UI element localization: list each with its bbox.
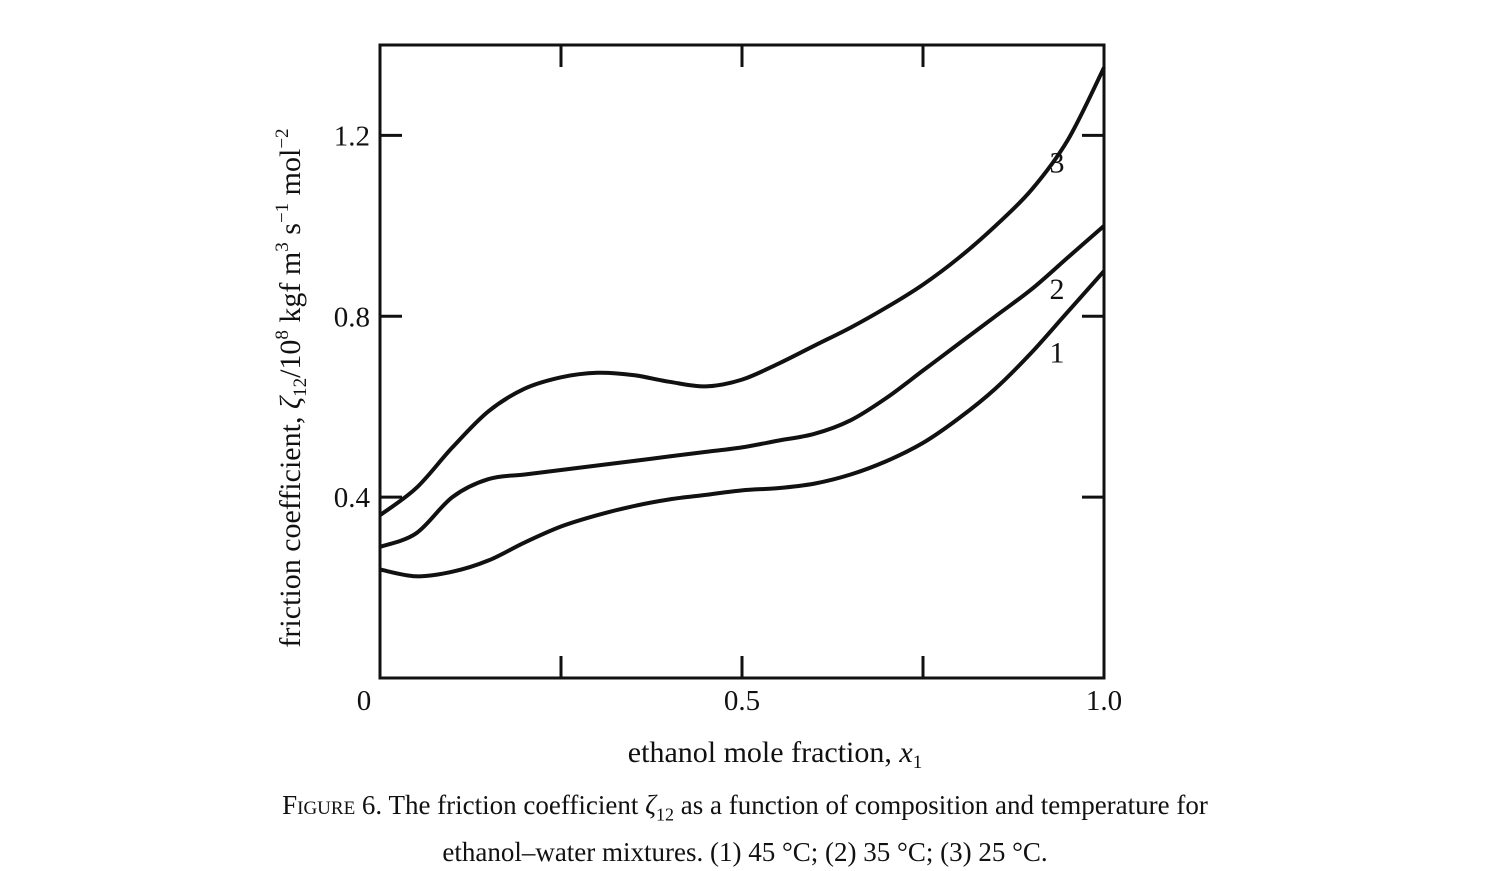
curves	[378, 66, 1106, 579]
tick-labels: 0.4 0.8 1.2 0 0.5 1.0	[334, 120, 1122, 717]
series-line-3	[378, 66, 1106, 517]
caption-text-after: as a function of composition and tempera…	[674, 790, 1208, 820]
figure-caption: Figure 6. The friction coefficient ζ12 a…	[60, 786, 1430, 871]
series-label-1: 1	[1049, 336, 1064, 369]
y-tick-label: 1.2	[334, 120, 370, 152]
caption-label: Figure 6.	[282, 790, 383, 820]
y-tick-label: 0.8	[334, 301, 370, 333]
x-tick-label: 0	[357, 685, 372, 717]
x-axis-label: ethanol mole fraction, x1	[628, 736, 922, 773]
caption-text-before: The friction coefficient	[382, 790, 646, 820]
plot-frame	[378, 43, 1106, 680]
axis-ticks	[380, 45, 1104, 678]
y-tick-label: 0.4	[334, 482, 371, 514]
series-label-2: 2	[1049, 273, 1064, 306]
series-line-1	[379, 269, 1106, 579]
series-label-3: 3	[1049, 147, 1064, 180]
series-line-2	[379, 224, 1106, 549]
caption-subscript: 12	[656, 804, 675, 825]
caption-line-1: Figure 6. The friction coefficient ζ12 a…	[60, 786, 1430, 833]
caption-symbol: ζ	[645, 790, 657, 820]
y-axis-label: friction coefficient, ζ12/108 kgf m3 s−1…	[272, 128, 311, 647]
caption-line-2: ethanol–water mixtures. (1) 45 °C; (2) 3…	[442, 837, 1048, 868]
series-labels: 1 2 3	[1049, 147, 1064, 370]
x-tick-label: 0.5	[724, 685, 760, 717]
x-tick-label: 1.0	[1086, 685, 1122, 717]
